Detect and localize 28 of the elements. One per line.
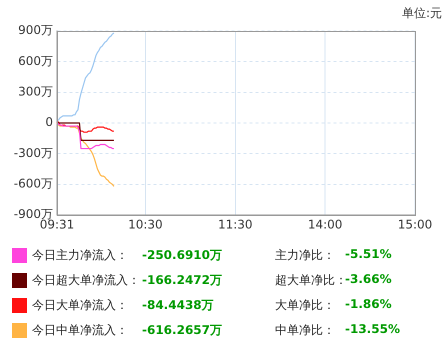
y-tick-label: -900万 — [14, 207, 53, 222]
text: -250.6910万 — [142, 247, 222, 264]
y-tick-label: 300万 — [18, 84, 53, 98]
text: -1.86% — [345, 297, 392, 311]
text: 中单净比： — [275, 322, 335, 339]
legend-label: 今日主力净流入： — [32, 247, 128, 264]
text: -5.51% — [345, 247, 392, 261]
y-tick-label: 0 — [45, 115, 53, 130]
text: -166.2472万 — [142, 272, 222, 289]
y-tick-label: 600万 — [18, 54, 53, 68]
legend-label: 今日超大单净流入： — [32, 272, 140, 289]
text: -84.4438万 — [142, 297, 214, 314]
x-tick-label: 10:30 — [128, 217, 163, 232]
y-tick-label: -600万 — [14, 176, 53, 190]
legend-label: 今日中单净流入： — [32, 322, 128, 339]
text: -13.55% — [345, 322, 400, 336]
text: -616.2657万 — [142, 322, 222, 339]
x-tick-label: 14:00 — [308, 217, 342, 232]
text: 主力净比： — [275, 247, 335, 264]
legend-label: 今日大单净流入： — [32, 297, 128, 314]
text: 超大单净比： — [275, 272, 347, 289]
text: -3.66% — [345, 272, 392, 286]
y-tick-label: -300万 — [14, 146, 53, 160]
y-tick-label: 900万 — [18, 23, 53, 38]
x-tick-label: 11:30 — [218, 217, 253, 232]
y-axis-title: 单位:元 — [402, 5, 442, 22]
x-tick-label: 15:00 — [398, 217, 432, 232]
text: 大单净比： — [275, 297, 335, 314]
